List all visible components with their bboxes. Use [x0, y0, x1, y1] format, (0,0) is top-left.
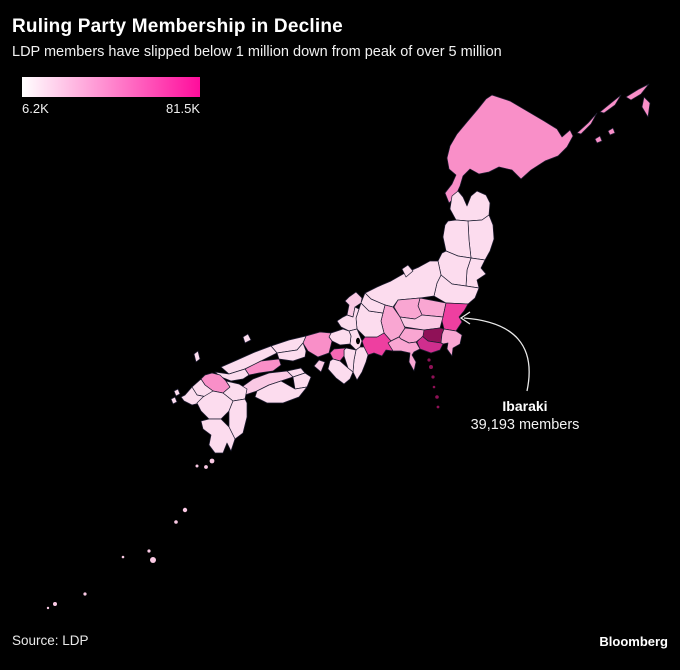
- prefecture-nagasaki: [173, 388, 181, 397]
- island-okinawa: [204, 465, 208, 469]
- island-okinawa: [195, 464, 199, 468]
- prefecture-shizuoka: [387, 336, 421, 372]
- prefecture-hiroshima: [244, 358, 282, 376]
- lake-biwa: [356, 337, 360, 345]
- island-tokyo: [435, 395, 439, 399]
- island-okinawa: [182, 507, 188, 513]
- island-tokyo: [431, 375, 435, 379]
- prefecture-nagasaki: [193, 350, 201, 363]
- prefecture-tokushima: [292, 372, 312, 390]
- prefecture-hyogo: [302, 331, 333, 358]
- prefecture-kagoshima: [200, 418, 236, 454]
- prefecture-hokkaido: [641, 96, 651, 118]
- island-okinawa: [209, 458, 215, 464]
- prefecture-okayama: [276, 342, 307, 362]
- annotation-member-count: 39,193 members: [470, 417, 580, 434]
- island-okinawa: [150, 557, 156, 563]
- prefecture-kanagawa: [416, 335, 444, 354]
- prefecture-iwate: [467, 214, 495, 261]
- island-okinawa: [83, 592, 87, 596]
- island-okinawa: [147, 549, 151, 553]
- prefecture-hokkaido: [607, 127, 616, 136]
- island-okinawa: [46, 606, 50, 610]
- annotation-ibaraki: Ibaraki 39,193 members: [450, 398, 600, 434]
- legend-max-label: 81.5K: [166, 101, 200, 116]
- island-tokyo: [427, 358, 431, 362]
- chart-subtitle: LDP members have slipped below 1 million…: [12, 44, 502, 60]
- prefecture-hokkaido: [599, 94, 622, 114]
- prefecture-wakayama: [327, 358, 354, 385]
- prefecture-osaka: [329, 347, 347, 362]
- prefecture-kochi: [254, 380, 308, 404]
- prefecture-nagasaki: [170, 396, 178, 405]
- prefecture-niigata: [401, 264, 414, 278]
- legend-labels: 6.2K 81.5K: [22, 101, 200, 116]
- legend-min-label: 6.2K: [22, 101, 49, 116]
- prefecture-shimane: [242, 333, 252, 344]
- prefecture-ibaraki: [440, 302, 469, 332]
- island-tokyo: [436, 405, 440, 409]
- prefecture-hokkaido: [594, 135, 603, 144]
- island-tokyo: [429, 365, 433, 369]
- annotation-arrow: [459, 311, 530, 392]
- gradient-bar: [22, 77, 200, 97]
- island-okinawa: [121, 555, 125, 559]
- island-okinawa: [53, 602, 57, 606]
- color-scale-legend: 6.2K 81.5K: [22, 77, 200, 116]
- prefecture-shapes: [46, 83, 651, 610]
- prefecture-miyazaki: [228, 398, 248, 440]
- prefecture-kumamoto: [196, 390, 234, 420]
- annotation-prefecture-name: Ibaraki: [502, 398, 548, 414]
- prefecture-hokkaido: [444, 94, 574, 204]
- chart-title: Ruling Party Membership in Decline: [12, 16, 343, 37]
- island-tokyo: [432, 385, 436, 389]
- source-label: Source: LDP: [12, 633, 89, 648]
- prefecture-hokkaido: [576, 112, 598, 135]
- prefecture-aomori: [449, 190, 491, 222]
- prefecture-kyoto: [328, 328, 352, 346]
- prefecture-ehime: [238, 370, 294, 396]
- island-okinawa: [174, 520, 178, 524]
- prefecture-hokkaido: [625, 83, 650, 101]
- chart-header: Ruling Party Membership in Decline LDP m…: [12, 16, 502, 60]
- prefecture-chiba: [440, 328, 463, 357]
- bloomberg-logo: Bloomberg: [599, 634, 668, 649]
- prefecture-awaji: [313, 359, 326, 373]
